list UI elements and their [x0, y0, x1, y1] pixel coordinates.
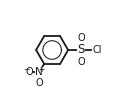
Text: O: O: [36, 78, 43, 88]
Text: +: +: [38, 65, 45, 74]
Text: O: O: [25, 67, 33, 77]
Text: O: O: [77, 57, 85, 67]
Text: N: N: [35, 67, 43, 77]
Text: Cl: Cl: [92, 45, 102, 55]
Text: −: −: [24, 65, 30, 74]
Text: S: S: [77, 43, 85, 57]
Text: O: O: [77, 33, 85, 43]
